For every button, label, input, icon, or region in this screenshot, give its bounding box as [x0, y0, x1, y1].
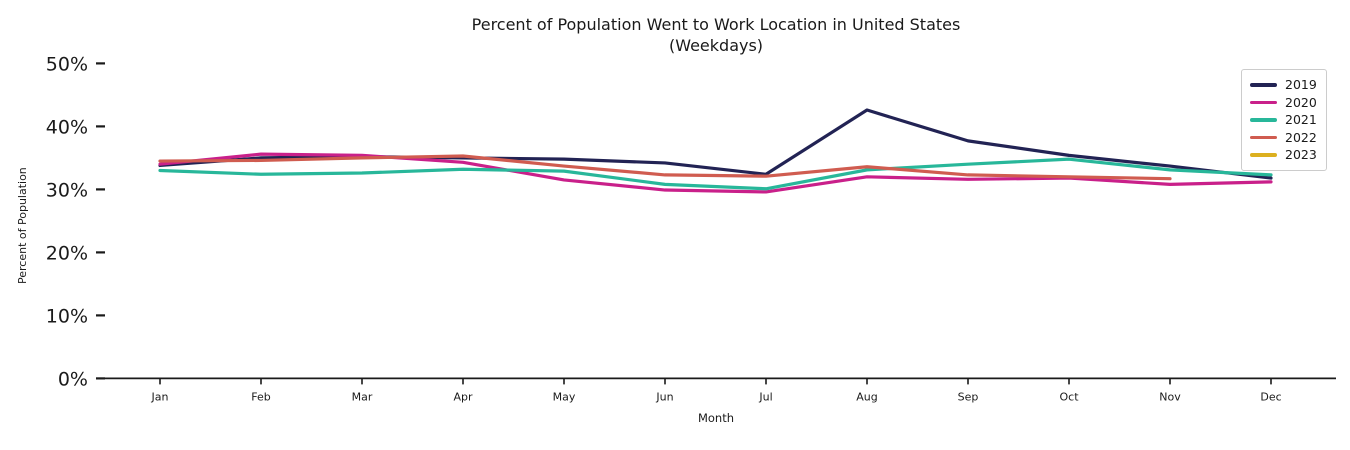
legend-swatch-2019 — [1250, 83, 1277, 87]
x-tick-label: Aug — [856, 390, 877, 403]
series-line-2021 — [158, 157, 1273, 191]
y-tick-label: 0% — [58, 368, 88, 390]
series-line-2020 — [158, 152, 1273, 194]
legend-label: 2020 — [1285, 94, 1317, 110]
x-tick-label: Oct — [1059, 390, 1079, 403]
legend-item-2019: 2019 — [1250, 76, 1317, 94]
chart-title-line2: (Weekdays) — [668, 36, 764, 55]
legend-label: 2021 — [1285, 112, 1317, 127]
x-tick-label: Nov — [1159, 390, 1181, 403]
x-tick-label: May — [553, 390, 576, 403]
x-tick-label: Jun — [655, 390, 673, 403]
x-tick-label: Feb — [251, 390, 270, 403]
legend-label: 2022 — [1285, 129, 1317, 145]
y-tick-label: 50% — [46, 53, 88, 75]
legend-item-2023: 2023 — [1250, 146, 1317, 164]
legend-swatch-2022 — [1250, 135, 1277, 139]
series-line-2022 — [158, 154, 1172, 181]
chart-title: Percent of Population Went to Work Locat… — [82, 14, 1350, 56]
legend-item-2020: 2020 — [1250, 94, 1317, 112]
legend: 2019 2020 2021 2022 2023 — [1241, 69, 1327, 171]
legend-item-2021: 2021 — [1250, 111, 1317, 129]
chart-title-line1: Percent of Population Went to Work Locat… — [471, 15, 961, 34]
x-tick-label: Mar — [352, 390, 373, 403]
legend-item-2022: 2022 — [1250, 129, 1317, 147]
y-tick-label: 20% — [46, 242, 88, 264]
legend-swatch-2021 — [1250, 118, 1277, 122]
series-line-2019 — [158, 108, 1273, 180]
legend-label: 2019 — [1285, 77, 1317, 92]
x-axis-label: Month — [697, 411, 735, 425]
y-tick-label: 10% — [46, 305, 88, 327]
y-tick-label: 40% — [46, 116, 88, 138]
x-tick-label: Apr — [453, 390, 473, 403]
legend-label: 2023 — [1285, 147, 1317, 162]
x-tick-label: Jan — [151, 390, 169, 403]
x-tick-label: Dec — [1260, 390, 1281, 403]
legend-swatch-2020 — [1250, 100, 1277, 104]
x-tick-label: Sep — [958, 390, 979, 403]
x-tick-label: Jul — [758, 390, 772, 403]
y-tick-label: 30% — [46, 179, 88, 201]
legend-swatch-2023 — [1250, 153, 1277, 157]
